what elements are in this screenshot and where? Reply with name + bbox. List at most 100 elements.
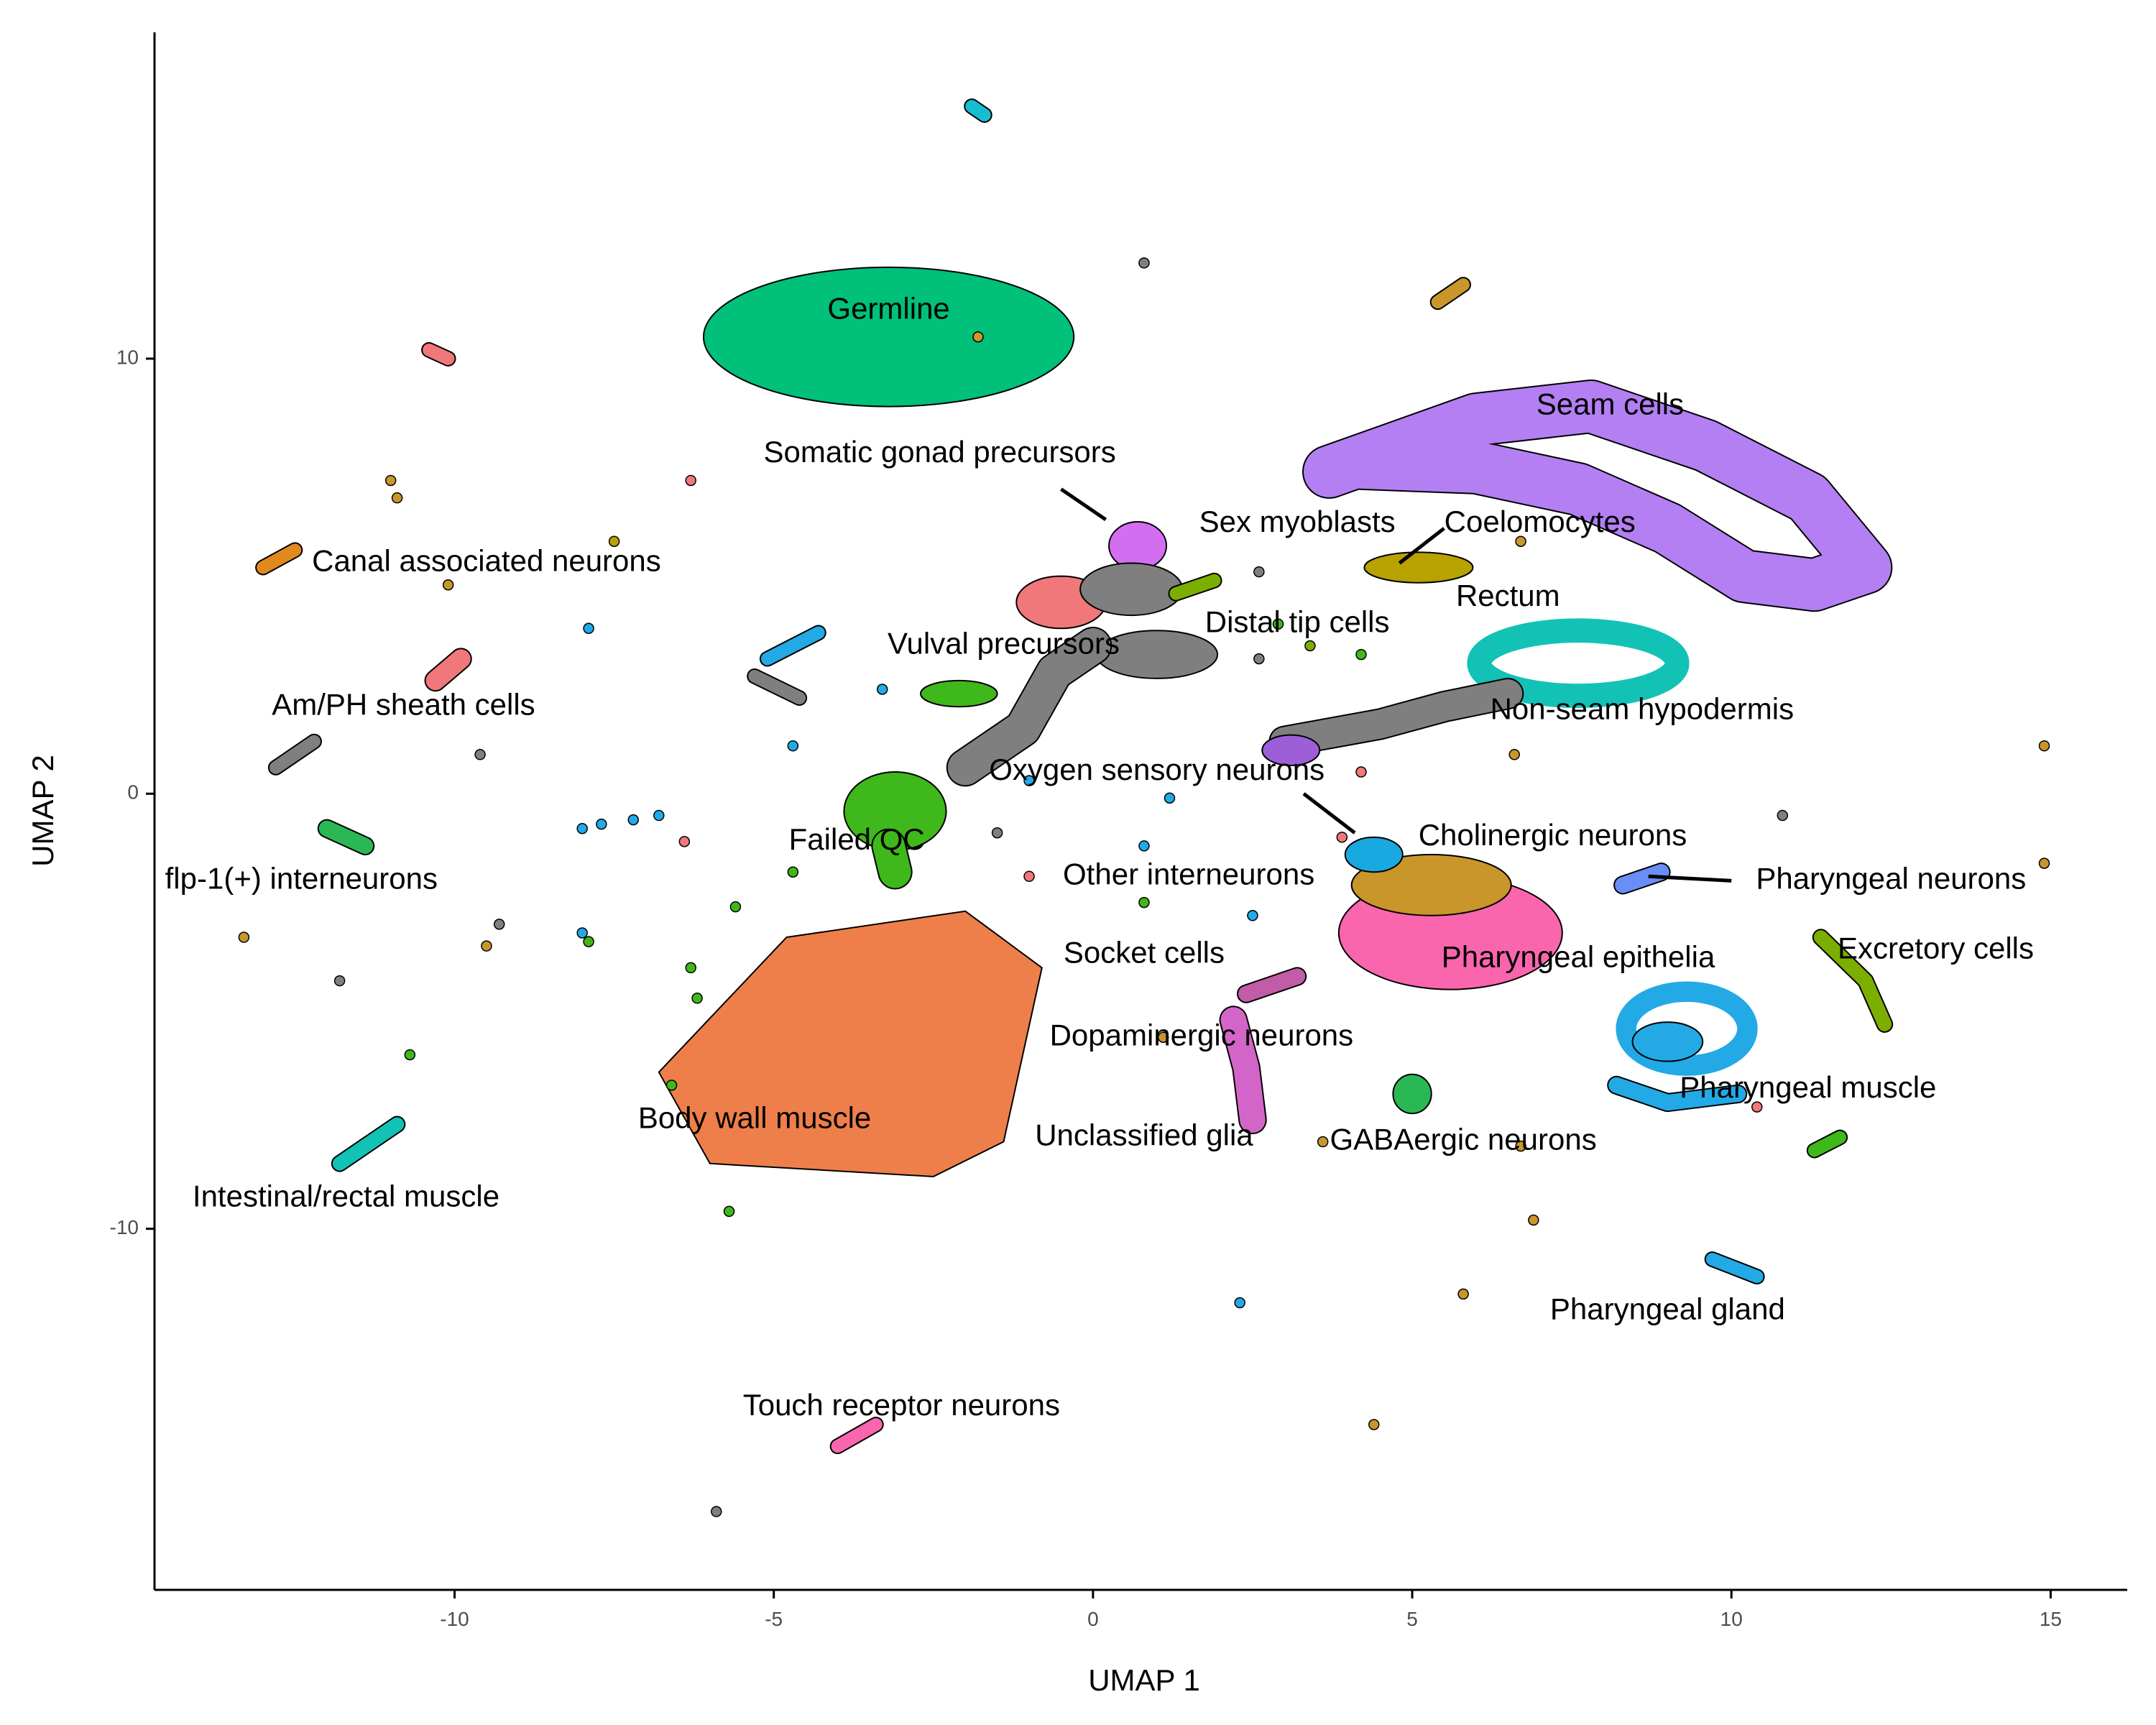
- cell-cluster-11: [920, 679, 998, 708]
- cell-point-5: [608, 535, 620, 547]
- cell-type-label: Vulval precursors: [888, 627, 1120, 661]
- cell-cluster-24: [1615, 864, 1669, 893]
- cell-point-56: [1272, 618, 1284, 630]
- cell-type-label: Dopaminergic neurons: [1050, 1018, 1354, 1052]
- cell-type-label: Socket cells: [1064, 935, 1225, 969]
- cell-type-label: Unclassified glia: [1035, 1118, 1253, 1152]
- cell-cluster-10: [872, 829, 911, 888]
- x-axis-title: UMAP 1: [1088, 1663, 1200, 1697]
- cell-point-43: [1253, 566, 1265, 578]
- cell-cluster-1: [658, 910, 1043, 1177]
- cell-point-55: [1157, 1031, 1169, 1044]
- cell-type-label: Touch receptor neurons: [743, 1388, 1060, 1422]
- cell-cluster-2: [1304, 381, 1892, 611]
- cell-point-7: [583, 622, 594, 635]
- cell-type-label: Canal associated neurons: [312, 544, 661, 578]
- cell-cluster-38: [1807, 1131, 1847, 1157]
- cell-cluster-19: [1631, 1021, 1704, 1062]
- cell-cluster-21: [1238, 968, 1306, 1002]
- cell-cluster-20: [1608, 1077, 1746, 1111]
- cell-point-53: [691, 993, 703, 1004]
- cell-cluster-0: [702, 266, 1075, 408]
- cell-point-1: [972, 331, 984, 343]
- cell-point-10: [876, 684, 888, 695]
- cell-cluster-22: [1220, 1007, 1266, 1133]
- cell-cluster-23: [1392, 1073, 1432, 1115]
- cell-cluster-32: [318, 820, 374, 855]
- cell-point-21: [583, 936, 594, 947]
- cell-type-label: Pharyngeal neurons: [1756, 861, 2026, 895]
- x-tick-label: 15: [2040, 1608, 2062, 1630]
- cell-point-16: [787, 866, 799, 878]
- cell-cluster-28: [748, 669, 806, 705]
- cell-point-50: [1023, 775, 1035, 786]
- cell-point-25: [710, 1506, 722, 1517]
- cell-point-46: [1355, 648, 1367, 661]
- x-tick-label: -10: [440, 1608, 469, 1630]
- cell-type-label: flp-1(+) interneurons: [165, 861, 438, 895]
- label-leader-line-0: [1060, 487, 1107, 522]
- y-tick-label: 10: [116, 346, 139, 368]
- cell-cluster-31: [425, 649, 471, 691]
- cell-type-label: GABAergic neurons: [1330, 1123, 1597, 1156]
- cell-type-label: Germline: [827, 291, 949, 325]
- cell-type-label: Oxygen sensory neurons: [989, 753, 1325, 786]
- cell-type-label: Pharyngeal epithelia: [1442, 939, 1715, 973]
- cell-point-41: [1508, 749, 1520, 760]
- cell-point-35: [1751, 1101, 1763, 1113]
- cell-point-19: [238, 932, 250, 943]
- cell-type-label: Sex myoblasts: [1199, 505, 1396, 538]
- cell-type-label: Pharyngeal gland: [1550, 1292, 1785, 1326]
- cell-type-label: Non-seam hypodermis: [1491, 691, 1795, 725]
- cell-point-54: [665, 1080, 678, 1091]
- y-axis-title: UMAP 2: [26, 755, 60, 867]
- x-tick-label: 10: [1720, 1608, 1743, 1630]
- cell-point-28: [1528, 1214, 1539, 1226]
- cell-point-14: [653, 809, 665, 822]
- cell-type-label: Coelomocytes: [1445, 505, 1636, 538]
- cell-point-22: [333, 975, 346, 987]
- cell-point-29: [1457, 1288, 1469, 1300]
- cell-point-27: [1515, 1140, 1526, 1152]
- cell-type-label: Other interneurons: [1063, 857, 1314, 891]
- cell-cluster-35: [1705, 1253, 1764, 1284]
- cell-point-31: [1368, 1419, 1380, 1430]
- cell-cluster-26: [965, 100, 991, 121]
- cell-point-49: [991, 827, 1003, 839]
- cell-point-38: [1138, 840, 1150, 852]
- cell-type-label: Intestinal/rectal muscle: [193, 1179, 499, 1213]
- axes: [153, 32, 2127, 1591]
- cell-point-30: [1234, 1297, 1245, 1309]
- cell-point-24: [723, 1205, 735, 1218]
- cell-type-label: Failed QC: [789, 822, 925, 856]
- cell-point-8: [474, 749, 486, 760]
- cell-type-label: Seam cells: [1537, 387, 1684, 421]
- cell-cluster-6: [1079, 562, 1184, 617]
- cell-type-label: Am/PH sheath cells: [272, 687, 535, 721]
- cell-point-4: [391, 492, 403, 504]
- ticks: -10 -5 0 5 10 15 -10 0 10: [110, 346, 2062, 1630]
- cell-point-34: [2038, 857, 2050, 869]
- cell-point-13: [627, 814, 640, 826]
- cell-point-2: [685, 474, 696, 487]
- cell-point-42: [1515, 535, 1526, 547]
- cell-type-label: Distal tip cells: [1205, 604, 1390, 638]
- label-leader-line-3: [1648, 874, 1732, 883]
- cell-cluster-29: [257, 543, 302, 574]
- cell-point-23: [404, 1049, 416, 1061]
- cell-point-26: [1317, 1136, 1329, 1148]
- cell-cluster-25: [1813, 930, 1892, 1031]
- cell-cluster-18: [1616, 981, 1758, 1076]
- cell-type-label: Rectum: [1456, 579, 1560, 612]
- cell-point-47: [1355, 766, 1367, 778]
- cell-point-9: [787, 740, 799, 752]
- cell-point-36: [1164, 792, 1176, 804]
- cell-label-layer: Germline Seam cells Somatic gonad precurso…: [165, 291, 2034, 1421]
- point-layer: [238, 257, 2050, 1517]
- cell-cluster-13: [1270, 679, 1523, 756]
- y-tick-label: -10: [110, 1216, 139, 1238]
- cell-cluster-37: [1431, 278, 1470, 309]
- leader-line-layer: [1060, 487, 1732, 883]
- cell-cluster-17: [1344, 836, 1404, 873]
- cluster-layer: [255, 98, 1894, 1455]
